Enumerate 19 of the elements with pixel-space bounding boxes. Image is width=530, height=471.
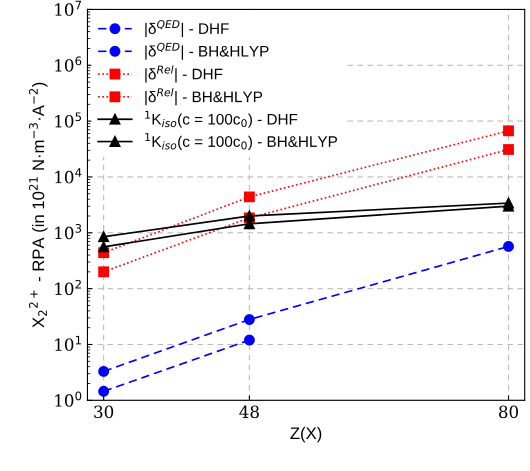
y-tick-label: 10$^{6}$ <box>55 56 82 72</box>
y-tick-label: 10$^{5}$ <box>55 112 82 128</box>
x-tick-label: 30 <box>94 406 114 418</box>
x-tick-label: 80 <box>499 406 518 418</box>
y-tick-label: 10$^{4}$ <box>55 168 82 184</box>
x-axis-title: Z(X) <box>290 426 322 442</box>
legend-label: |δ$^{QED}$| - BH&HLYP <box>145 42 268 60</box>
legend-label: |δ$^{Rel}$| - DHF <box>145 65 222 83</box>
legend-label: $^{1}$K$_{iso}$(c = 100c$_{0}$) - DHF <box>145 110 298 128</box>
x-tick-label: 48 <box>239 406 259 418</box>
y-tick-label: 10$^{3}$ <box>55 224 82 240</box>
text: X$_{2}$$^{2+}$ - RPA (in 10$^{21}$ N·m$^{−3}$·A$^{−2}$) <box>29 82 48 328</box>
y-tick-label: 10$^{2}$ <box>55 280 81 296</box>
y-tick-label: 10$^{1}$ <box>55 336 81 351</box>
y-tick-label: 10$^{7}$ <box>55 0 82 16</box>
legend-label: |δ$^{Rel}$| - BH&HLYP <box>145 88 262 106</box>
legend-label: $^{1}$K$_{iso}$(c = 100c$_{0}$) - BH&HLYP <box>145 133 338 150</box>
y-tick-label: 10$^{0}$ <box>55 392 82 407</box>
legend-label: |δ$^{QED}$| - DHF <box>145 20 229 38</box>
